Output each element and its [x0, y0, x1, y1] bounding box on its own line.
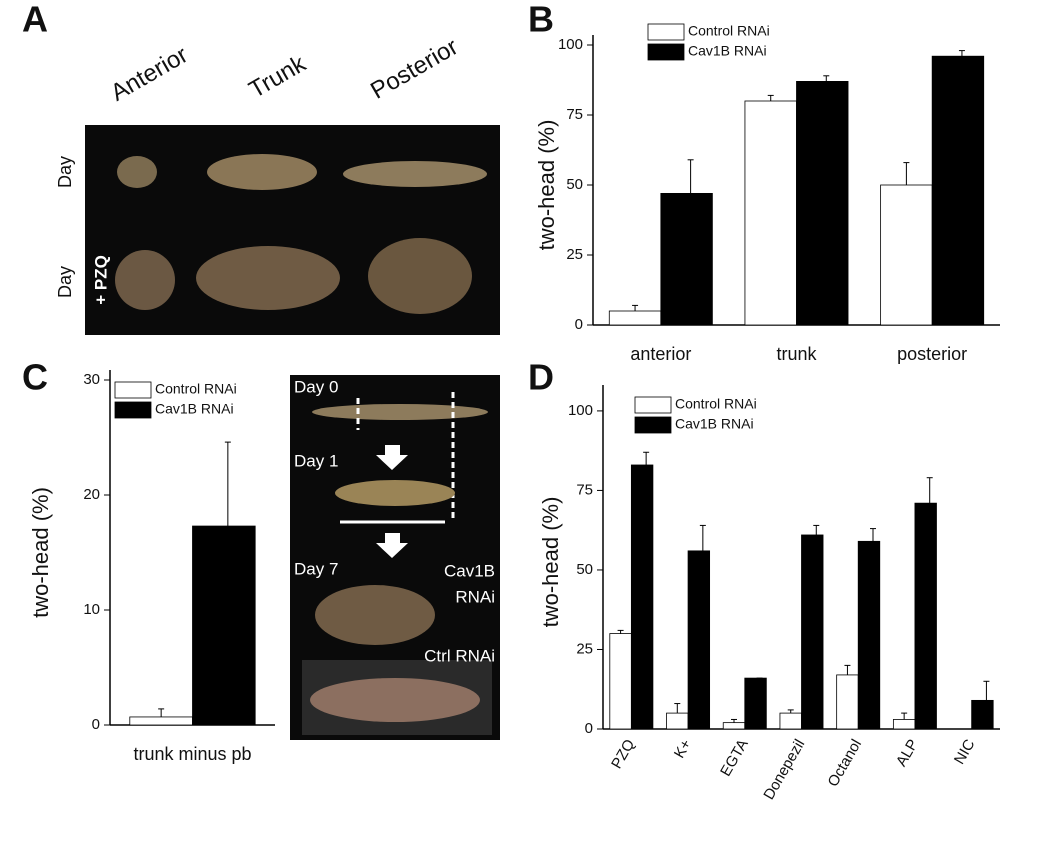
legend-swatch: [634, 416, 672, 434]
legend-swatch: [647, 23, 685, 41]
photo-label: RNAi: [455, 587, 495, 606]
y-tick-label: 75: [576, 481, 593, 498]
panel-label: B: [528, 0, 554, 40]
photo-label: Ctrl RNAi: [424, 646, 495, 665]
x-tick-label: NIC: [951, 736, 979, 767]
photo-label: Day 0: [294, 377, 338, 396]
x-tick-label: trunk: [776, 344, 817, 364]
bar: [931, 55, 985, 326]
legend-label: Cav1B RNAi: [675, 416, 754, 432]
bar: [660, 192, 713, 326]
y-tick-label: 25: [576, 640, 593, 657]
worm: [310, 678, 480, 722]
bar: [796, 81, 849, 326]
y-tick-label: 25: [566, 246, 583, 263]
legend-swatch: [114, 381, 152, 399]
x-tick-label: anterior: [630, 344, 691, 364]
bar: [129, 716, 193, 726]
x-tick-label: trunk minus pb: [133, 744, 251, 764]
bar: [892, 719, 916, 730]
worm: [343, 161, 487, 187]
x-tick-label: Octanol: [825, 736, 866, 789]
bar: [914, 502, 937, 730]
y-tick-label: 75: [566, 106, 583, 123]
panel-label: D: [528, 357, 554, 398]
bar: [880, 184, 933, 326]
y-tick-label: 0: [575, 316, 583, 333]
bar: [666, 712, 689, 730]
bar: [744, 100, 797, 326]
y-axis-title: two-head (%): [28, 487, 53, 618]
legend-label: Control RNAi: [688, 23, 770, 39]
bar: [836, 674, 859, 730]
arrow: [376, 445, 408, 470]
legend-label: Cav1B RNAi: [155, 401, 234, 417]
column-label: Trunk: [244, 50, 311, 104]
x-tick-label: Donepezil: [760, 736, 808, 802]
legend-label: Cav1B RNAi: [688, 43, 767, 59]
photo-label: Cav1B: [444, 561, 495, 580]
legend-swatch: [647, 43, 685, 61]
panel-label: C: [22, 357, 48, 398]
legend-swatch: [634, 396, 672, 414]
y-tick-label: 30: [83, 371, 100, 388]
bar: [779, 712, 802, 730]
bar: [971, 699, 994, 730]
column-label: Anterior: [106, 41, 192, 106]
y-tick-label: 100: [568, 402, 593, 419]
y-axis-title: two-head (%): [534, 120, 559, 251]
y-axis-title: two-head (%): [538, 497, 563, 628]
worm: [335, 480, 455, 506]
legend-label: Control RNAi: [675, 396, 757, 412]
photo-label: Day 7: [294, 559, 338, 578]
panel-label: A: [22, 0, 48, 40]
x-tick-label: PZQ: [608, 736, 638, 771]
arrow: [376, 533, 408, 558]
worm: [315, 585, 435, 645]
worm: [368, 238, 472, 314]
y-tick-label: 0: [585, 720, 593, 737]
x-tick-label: EGTA: [717, 736, 752, 779]
x-tick-label: ALP: [893, 736, 922, 769]
column-label: Posterior: [366, 33, 463, 104]
bar: [609, 633, 632, 730]
bar: [722, 722, 746, 730]
bar: [192, 525, 256, 726]
bar: [630, 464, 654, 730]
y-tick-label: 20: [83, 486, 100, 503]
x-tick-label: K+: [671, 736, 695, 761]
y-tick-label: 0: [92, 716, 100, 733]
y-tick-label: 50: [566, 176, 583, 193]
row-label: Day: [55, 266, 75, 298]
photo-label: Day 1: [294, 451, 338, 470]
bar: [857, 540, 881, 730]
worm: [117, 156, 157, 188]
bar: [801, 534, 824, 730]
worm: [115, 250, 175, 310]
y-tick-label: 100: [558, 36, 583, 53]
x-tick-label: posterior: [897, 344, 967, 364]
bar: [744, 677, 767, 730]
worm: [312, 404, 488, 420]
legend-swatch: [114, 401, 152, 419]
legend-label: Control RNAi: [155, 381, 237, 397]
treatment-label: + PZQ: [91, 255, 110, 305]
row-label: Day: [55, 156, 75, 188]
y-tick-label: 10: [83, 601, 100, 618]
worm: [207, 154, 317, 190]
y-tick-label: 50: [576, 561, 593, 578]
bar: [608, 310, 662, 326]
worm: [196, 246, 340, 310]
bar: [687, 550, 711, 730]
